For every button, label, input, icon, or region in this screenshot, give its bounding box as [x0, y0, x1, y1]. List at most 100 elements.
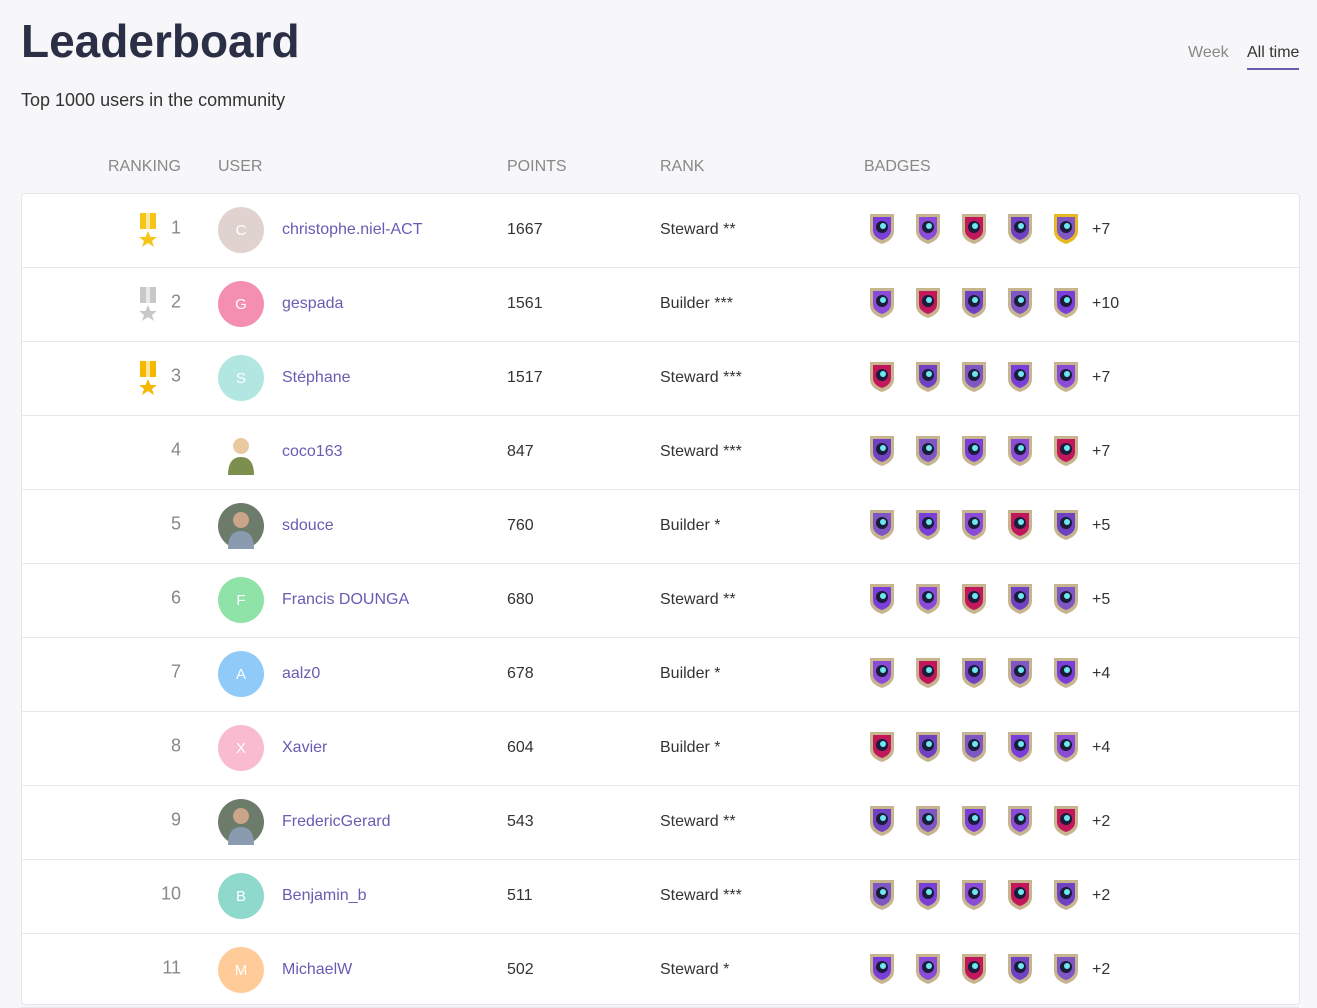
badge-icon[interactable] [1051, 729, 1081, 768]
badge-icon[interactable] [913, 581, 943, 620]
more-badges[interactable]: +2 [1092, 961, 1111, 978]
avatar[interactable]: X [218, 725, 264, 771]
badge-icon[interactable] [1051, 359, 1081, 398]
badge-icon[interactable] [1005, 359, 1035, 398]
badge-icon[interactable] [1005, 581, 1035, 620]
badge-icon[interactable] [1051, 211, 1081, 250]
badge-icon[interactable] [1005, 803, 1035, 842]
badge-icon[interactable] [913, 803, 943, 842]
medal-icon [136, 287, 160, 326]
more-badges[interactable]: +2 [1092, 813, 1111, 830]
badge-icon[interactable] [867, 803, 897, 842]
badge-icon[interactable] [959, 359, 989, 398]
avatar[interactable]: M [218, 947, 264, 993]
badge-icon[interactable] [867, 729, 897, 768]
user-name[interactable]: FredericGerard [282, 813, 391, 830]
more-badges[interactable]: +5 [1092, 517, 1111, 534]
badge-icon[interactable] [1005, 951, 1035, 990]
badge-icon[interactable] [867, 359, 897, 398]
avatar[interactable]: G [218, 281, 264, 327]
badge-icon[interactable] [959, 951, 989, 990]
user-name[interactable]: Stéphane [282, 369, 351, 386]
user-name[interactable]: sdouce [282, 517, 334, 534]
badge-icon[interactable] [867, 433, 897, 472]
badge-icon[interactable] [913, 729, 943, 768]
more-badges[interactable]: +2 [1092, 887, 1111, 904]
rank: Steward ** [660, 813, 736, 830]
badge-icon[interactable] [1051, 433, 1081, 472]
badge-icon[interactable] [959, 507, 989, 546]
badge-icon[interactable] [867, 655, 897, 694]
badge-icon[interactable] [959, 581, 989, 620]
avatar-photo[interactable] [218, 503, 264, 549]
badge-icon[interactable] [867, 211, 897, 250]
badge-icon[interactable] [913, 433, 943, 472]
more-badges[interactable]: +7 [1092, 221, 1111, 238]
more-badges[interactable]: +4 [1092, 665, 1111, 682]
points: 847 [507, 443, 534, 460]
avatar[interactable]: S [218, 355, 264, 401]
ranking: 6 [170, 587, 181, 608]
badge-icon[interactable] [1051, 655, 1081, 694]
medal-icon [136, 213, 160, 252]
page-subtitle: Top 1000 users in the community [21, 90, 286, 110]
points: 604 [507, 739, 534, 756]
more-badges[interactable]: +7 [1092, 443, 1111, 460]
badge-icon[interactable] [913, 359, 943, 398]
tab[interactable]: Week [1188, 44, 1229, 61]
badge-icon[interactable] [1051, 877, 1081, 916]
badge-icon[interactable] [1051, 951, 1081, 990]
avatar-photo[interactable] [218, 429, 264, 475]
badge-icon[interactable] [913, 877, 943, 916]
badge-icon[interactable] [1051, 803, 1081, 842]
badge-icon[interactable] [1051, 507, 1081, 546]
badge-icon[interactable] [1005, 285, 1035, 324]
more-badges[interactable]: +5 [1092, 591, 1111, 608]
badge-icon[interactable] [959, 211, 989, 250]
user-name[interactable]: MichaelW [282, 961, 353, 978]
badge-icon[interactable] [959, 433, 989, 472]
badge-icon[interactable] [959, 877, 989, 916]
badge-icon[interactable] [1051, 581, 1081, 620]
user-name[interactable]: Benjamin_b [282, 887, 367, 904]
badge-icon[interactable] [913, 507, 943, 546]
more-badges[interactable]: +4 [1092, 739, 1111, 756]
rank: Builder * [660, 665, 721, 682]
badge-icon[interactable] [1005, 507, 1035, 546]
badge-icon[interactable] [913, 951, 943, 990]
avatar[interactable]: F [218, 577, 264, 623]
avatar[interactable]: A [218, 651, 264, 697]
user-name[interactable]: Francis DOUNGA [282, 591, 410, 608]
user-name[interactable]: coco163 [282, 443, 343, 460]
avatar[interactable]: B [218, 873, 264, 919]
rank: Steward ** [660, 221, 736, 238]
badge-icon[interactable] [1005, 433, 1035, 472]
badge-icon[interactable] [959, 729, 989, 768]
badge-icon[interactable] [1005, 655, 1035, 694]
user-name[interactable]: Xavier [282, 739, 328, 756]
badge-icon[interactable] [959, 655, 989, 694]
user-name[interactable]: aalz0 [282, 665, 321, 682]
badge-icon[interactable] [867, 507, 897, 546]
badge-icon[interactable] [959, 803, 989, 842]
badge-icon[interactable] [1005, 211, 1035, 250]
badge-icon[interactable] [867, 877, 897, 916]
badge-icon[interactable] [913, 285, 943, 324]
badge-icon[interactable] [959, 285, 989, 324]
badge-icon[interactable] [867, 581, 897, 620]
badge-icon[interactable] [1051, 285, 1081, 324]
more-badges[interactable]: +10 [1092, 295, 1120, 312]
badge-icon[interactable] [867, 285, 897, 324]
badge-icon[interactable] [913, 211, 943, 250]
user-name[interactable]: christophe.niel-ACT [282, 221, 423, 238]
badge-icon[interactable] [867, 951, 897, 990]
points: 502 [507, 961, 534, 978]
avatar-photo[interactable] [218, 799, 264, 845]
badge-icon[interactable] [1005, 729, 1035, 768]
badge-icon[interactable] [913, 655, 943, 694]
avatar[interactable]: C [218, 207, 264, 253]
user-name[interactable]: gespada [282, 295, 344, 312]
tab-active[interactable]: All time [1247, 44, 1300, 70]
more-badges[interactable]: +7 [1092, 369, 1111, 386]
badge-icon[interactable] [1005, 877, 1035, 916]
